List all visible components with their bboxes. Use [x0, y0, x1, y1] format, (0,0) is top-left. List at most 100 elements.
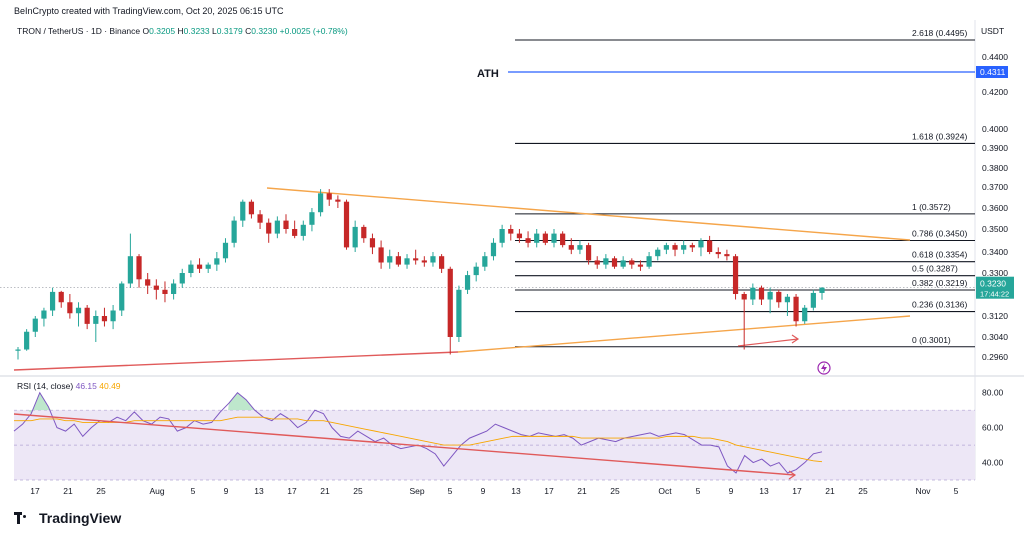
- fib-level-label: 0.236 (0.3136): [912, 300, 967, 310]
- time-tick-label: 5: [448, 486, 453, 496]
- rsi-value: 46.15: [75, 381, 97, 391]
- time-tick-label: Oct: [658, 486, 672, 496]
- ohlc-item: H0.3233: [175, 26, 210, 36]
- price-tick-label: 0.3500: [982, 224, 1008, 234]
- candle-body: [655, 249, 661, 257]
- candle-body: [439, 256, 445, 269]
- candle-body: [421, 260, 427, 263]
- candle-body: [802, 307, 808, 322]
- rsi-trend-arrow-head: [788, 470, 797, 480]
- candle-body: [41, 310, 47, 319]
- time-tick-label: 17: [30, 486, 40, 496]
- candle-body: [793, 296, 799, 322]
- time-tick-label: 21: [63, 486, 73, 496]
- candle-body: [127, 256, 133, 284]
- candle-body: [188, 264, 194, 273]
- long-support-line: [13, 351, 459, 371]
- candle-body: [266, 222, 272, 234]
- time-tick-label: 25: [353, 486, 363, 496]
- triangle-lower-line: [457, 315, 911, 353]
- candle-body: [84, 307, 90, 324]
- candle-body: [101, 316, 108, 322]
- candle-body: [248, 201, 255, 215]
- candle-body: [240, 201, 246, 221]
- brand-name: TradingView: [39, 510, 122, 526]
- time-tick-label: 13: [511, 486, 521, 496]
- candle-body: [482, 256, 488, 267]
- price-tick-label: 0.3600: [982, 203, 1008, 213]
- candle-body: [585, 245, 592, 261]
- fib-level-label: 2.618 (0.4495): [912, 28, 967, 38]
- candle-body: [162, 289, 168, 294]
- candle-body: [629, 260, 635, 265]
- time-tick-label: 9: [481, 486, 486, 496]
- time-tick-label: 13: [254, 486, 264, 496]
- tradingview-brand[interactable]: TradingView: [14, 510, 121, 526]
- candle-body: [663, 245, 669, 250]
- candle-body: [490, 242, 497, 257]
- rsi-ma-value: 40.49: [99, 381, 121, 391]
- rsi-title: RSI (14, close): [17, 381, 74, 391]
- fib-level-label: 0.5 (0.3287): [912, 264, 958, 274]
- ath-price-tag: [976, 66, 1008, 78]
- time-tick-label: 21: [320, 486, 330, 496]
- candle-body: [568, 245, 574, 250]
- candle-body: [551, 233, 557, 243]
- candle-body: [214, 258, 220, 265]
- candle-body: [646, 256, 652, 267]
- candle-body: [672, 245, 678, 250]
- rsi-legend: RSI (14, close) 46.15 40.49: [17, 381, 121, 391]
- time-tick-label: 5: [696, 486, 701, 496]
- candle-body: [32, 318, 38, 332]
- ohlc-item: +0.0025 (+0.78%): [279, 26, 348, 36]
- time-tick-label: 17: [792, 486, 802, 496]
- candle-body: [464, 275, 471, 290]
- ohlc-item: C0.3230: [242, 26, 278, 36]
- tradingview-logo-icon: [14, 512, 34, 524]
- candle-body: [499, 229, 505, 243]
- price-tick-label: 0.3040: [982, 332, 1008, 342]
- candle-body: [274, 220, 280, 234]
- fib-level-label: 0.786 (0.3450): [912, 229, 967, 239]
- time-tick-label: 25: [858, 486, 868, 496]
- candle-body: [732, 256, 739, 294]
- candle-body: [231, 220, 237, 243]
- ath-price-label: 0.4311: [980, 67, 1006, 77]
- candle-body: [335, 199, 341, 202]
- candle-body: [205, 264, 211, 269]
- candle-body: [222, 242, 229, 259]
- candle-body: [542, 233, 548, 243]
- price-tick-label: 0.3400: [982, 247, 1008, 257]
- candle-body: [784, 296, 791, 303]
- support-arrow-line: [737, 338, 799, 347]
- candle-body: [741, 294, 747, 300]
- candle-body: [196, 264, 203, 269]
- price-tick-label: 0.3800: [982, 163, 1008, 173]
- symbol-info: TRON / TetherUS · 1D · Binance O0.3205 H…: [17, 26, 348, 36]
- candle-body: [810, 292, 816, 308]
- created-by-text: BeInCrypto created with TradingView.com,…: [14, 6, 284, 16]
- rsi-ma-line: [14, 416, 823, 463]
- rsi-overbought-fill: [228, 392, 255, 411]
- price-tick-label: 0.2960: [982, 352, 1008, 362]
- candle-body: [369, 238, 376, 248]
- candle-body: [292, 229, 298, 236]
- candle-body: [404, 258, 410, 265]
- lightning-bolt: [821, 363, 827, 373]
- candle-body: [257, 214, 263, 223]
- fib-level-label: 0 (0.3001): [912, 335, 951, 345]
- candle-body: [776, 291, 782, 303]
- candle-body: [577, 245, 583, 250]
- candle-body: [352, 226, 358, 248]
- candle-body: [378, 247, 384, 263]
- price-tick-label: 0.3700: [982, 182, 1008, 192]
- rsi-tick-label: 80.00: [982, 388, 1004, 398]
- rsi-trend-line: [13, 413, 796, 476]
- price-tick-label: 0.3900: [982, 143, 1008, 153]
- candle-body: [447, 268, 453, 337]
- candle-body: [395, 256, 401, 265]
- time-tick-label: 5: [954, 486, 959, 496]
- price-tick-label: 0.4200: [982, 87, 1008, 97]
- time-tick-label: 9: [729, 486, 734, 496]
